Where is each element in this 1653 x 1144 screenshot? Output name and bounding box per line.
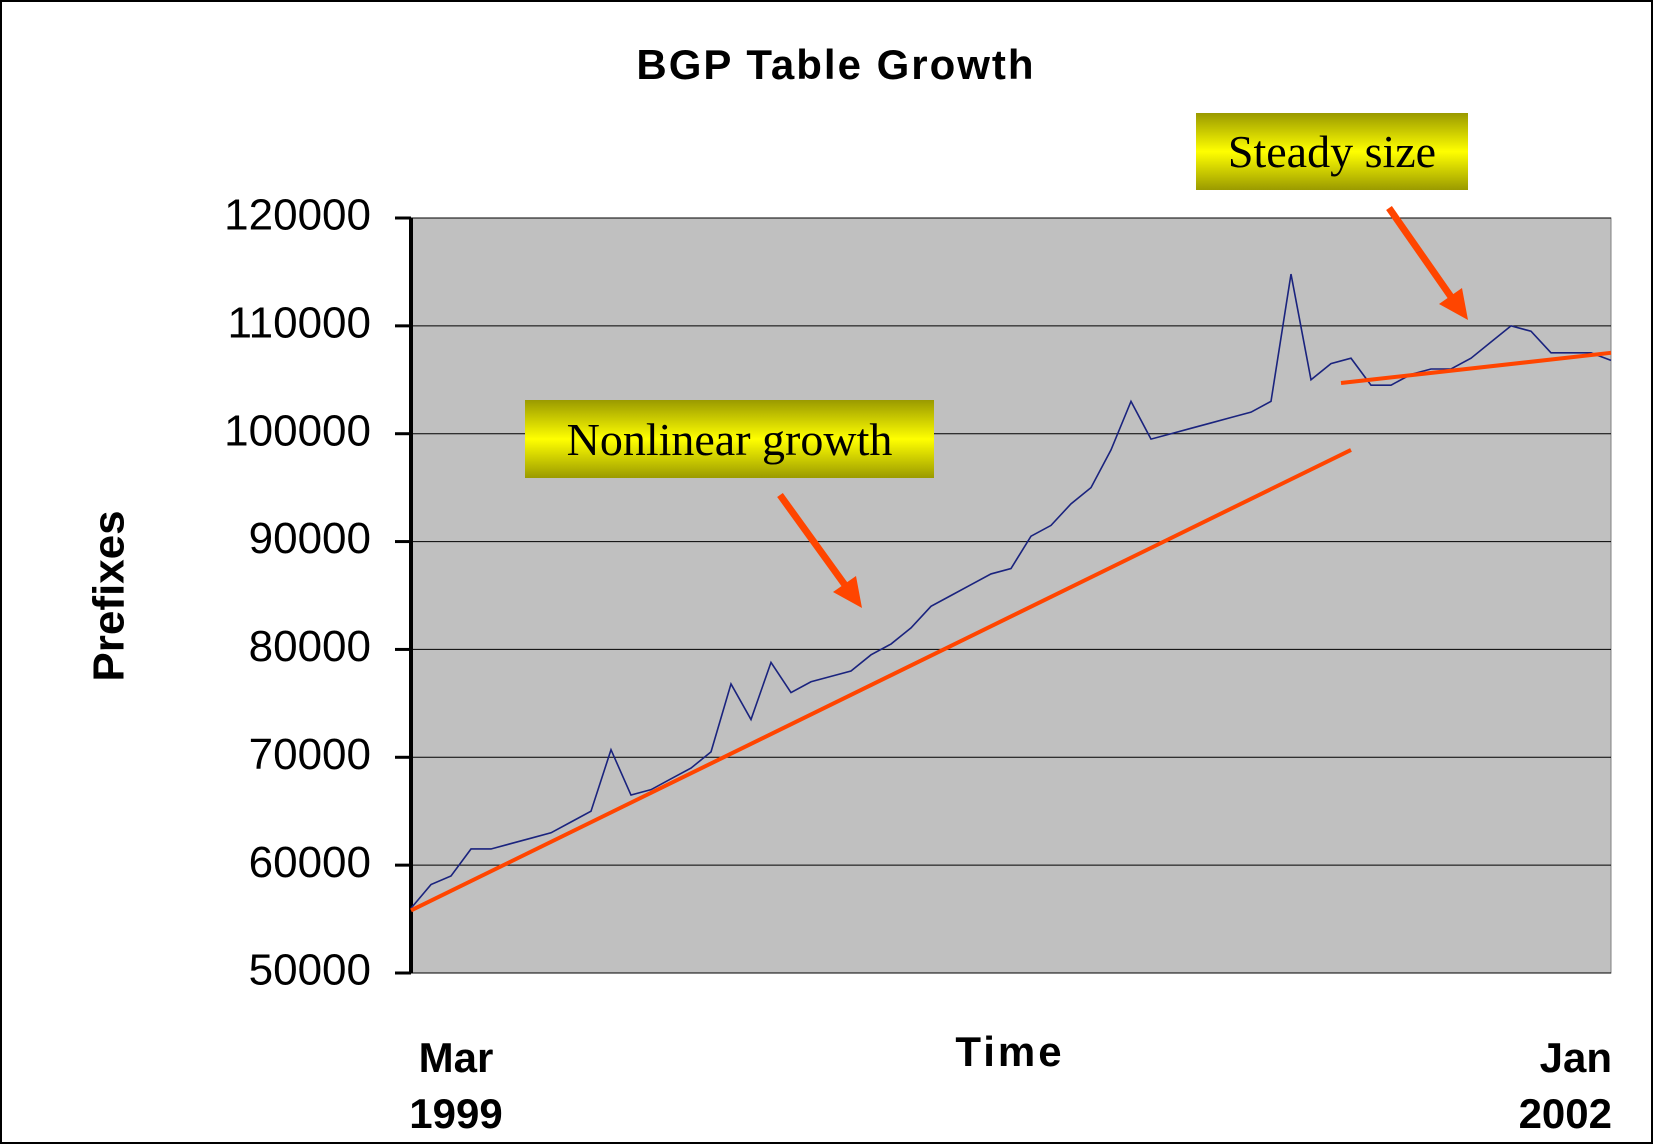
y-tick-label: 80000	[249, 622, 371, 671]
y-tick-label: 50000	[249, 946, 371, 995]
y-tick-label: 90000	[249, 514, 371, 563]
y-tick-label: 70000	[249, 730, 371, 779]
x-axis-label: Time	[955, 1028, 1064, 1075]
trend-line	[410, 448, 1352, 913]
annotation: Steady size	[1196, 113, 1468, 190]
arrow-head	[833, 576, 862, 608]
x-tick-label: Jan 2002	[1518, 1034, 1612, 1137]
arrow	[1386, 205, 1459, 307]
annotation: Nonlinear growth	[525, 400, 934, 478]
plot-area	[410, 217, 1612, 974]
x-tick-label: Mar 1999	[409, 1034, 503, 1137]
arrow-head	[1439, 288, 1468, 320]
y-axis-label: Prefixes	[85, 510, 134, 681]
y-tick-label: 110000	[227, 298, 371, 347]
y-tick-label: 60000	[249, 838, 371, 887]
y-tick-label: 120000	[224, 191, 371, 240]
y-tick-label: 100000	[224, 406, 371, 455]
chart-title: BGP Table Growth	[636, 41, 1035, 88]
trend-line	[1340, 350, 1612, 386]
arrow	[777, 492, 853, 595]
